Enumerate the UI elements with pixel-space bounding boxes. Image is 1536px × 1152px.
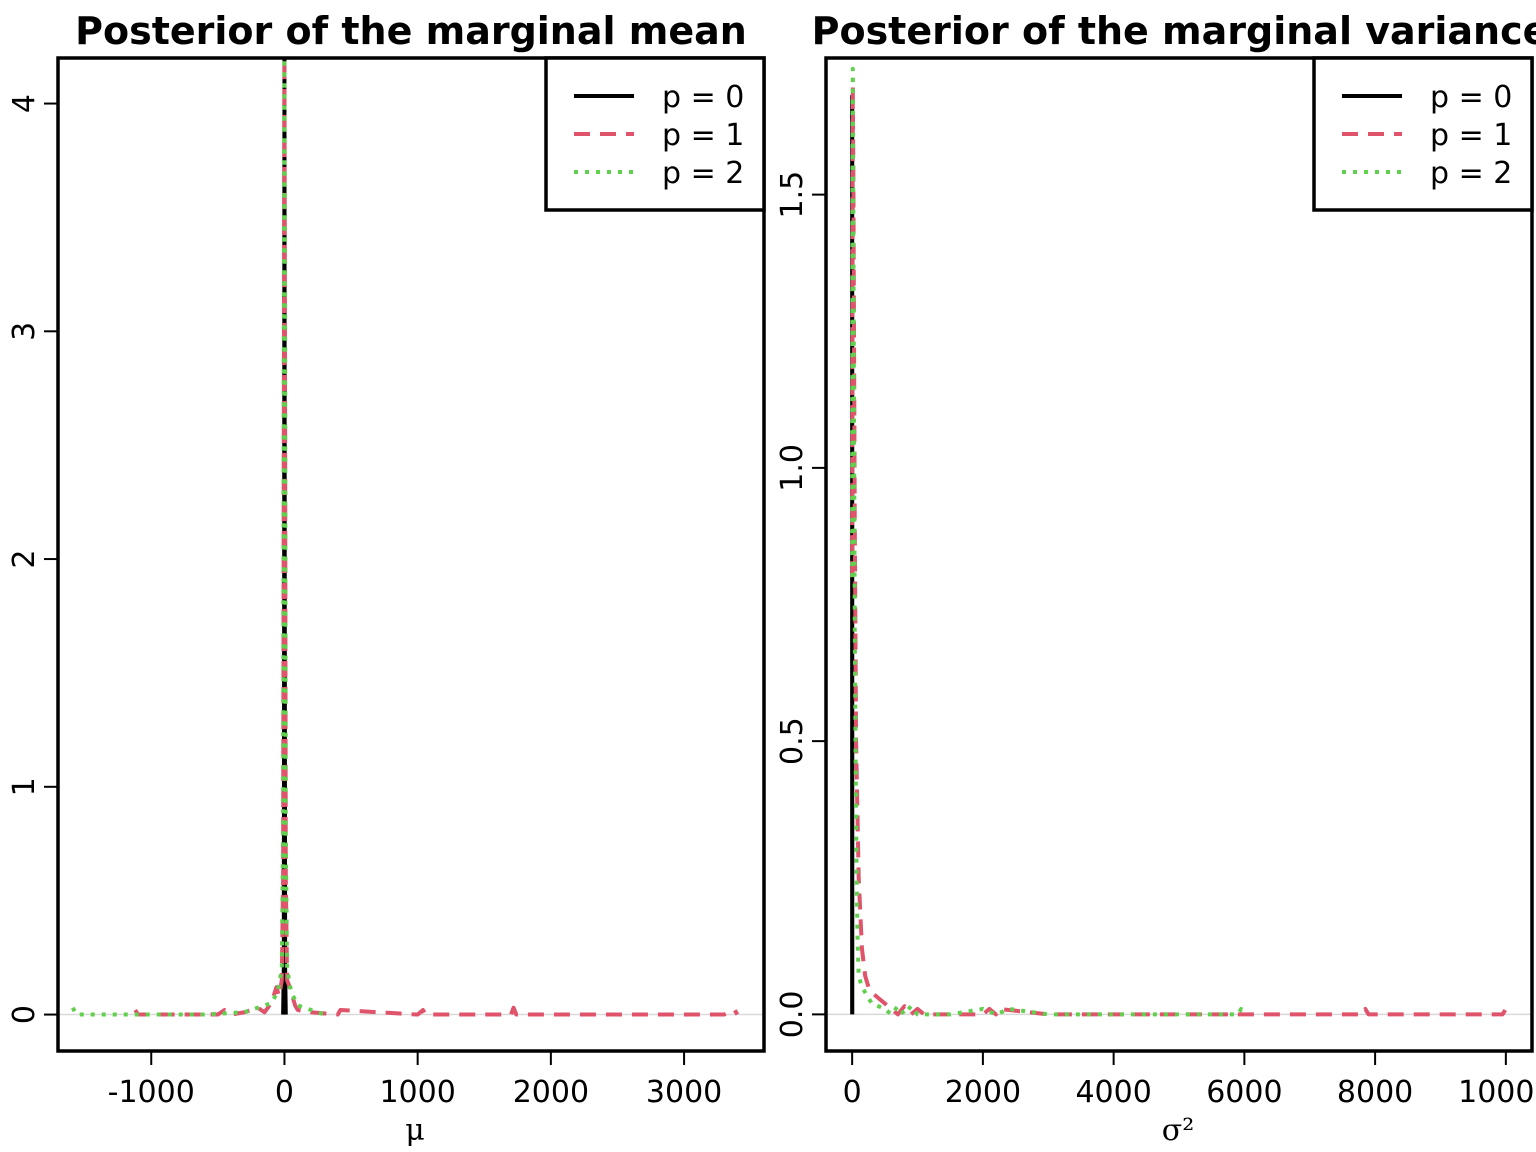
x-tick-label: 6000 [1206,1075,1282,1110]
series-line-p0-mean [281,58,288,1015]
panel-mean: Posterior of the marginal mean -1000 0 100… [7,9,766,1148]
series-line-p2-mean [70,58,326,1017]
x-tick-label: 0 [843,1075,862,1110]
x-tick-label: 3000 [646,1075,722,1110]
x-tick-label: 8000 [1337,1075,1413,1110]
x-axis-mean: -1000 0 1000 2000 3000 [108,1051,722,1110]
legend-mean: p = 0 p = 1 p = 2 [544,56,766,212]
x-tick-label: 1000 [379,1075,455,1110]
legend-label-p1-mean: p = 1 [662,118,744,153]
chart-title-mean: Posterior of the marginal mean [75,9,747,53]
legend-variance: p = 0 p = 1 p = 2 [1312,56,1534,212]
y-tick-label: 2 [7,550,42,569]
y-axis-variance: 0.0 0.5 1.0 1.5 [775,171,826,1038]
panel-variance: Posterior of the marginal variance 0 2000… [775,9,1536,1148]
y-tick-label: 1 [7,777,42,796]
y-tick-label: 4 [7,94,42,113]
x-tick-label: 4000 [1075,1075,1151,1110]
x-tick-label: -1000 [108,1075,195,1110]
x-tick-label: 0 [275,1075,294,1110]
legend-label-p0-variance: p = 0 [1430,80,1512,115]
plot-frame-variance [824,56,1534,1053]
x-axis-label-mean: μ [405,1113,425,1148]
y-tick-label: 3 [7,322,42,341]
y-tick-label: 0.5 [775,717,810,765]
plot-area-variance [826,66,1532,1017]
chart-title-variance: Posterior of the marginal variance [812,9,1536,53]
x-axis-label-variance: σ² [1162,1113,1195,1148]
series-line-p1-variance [850,83,1508,1017]
legend-label-p1-variance: p = 1 [1430,118,1512,153]
y-tick-label: 1.0 [775,444,810,492]
y-axis-mean: 0 1 2 3 4 [7,94,58,1024]
plot-area-mean [58,58,764,1017]
y-tick-label: 1.5 [775,171,810,219]
series-line-p2-variance [850,66,1247,1017]
legend-label-p2-mean: p = 2 [662,156,744,191]
y-tick-label: 0 [7,1005,42,1024]
legend-label-p2-variance: p = 2 [1430,156,1512,191]
y-tick-label: 0.0 [775,991,810,1039]
x-tick-label: 2000 [513,1075,589,1110]
plot-frame-mean [56,56,766,1053]
legend-label-p0-mean: p = 0 [662,80,744,115]
x-tick-label: 2000 [945,1075,1021,1110]
